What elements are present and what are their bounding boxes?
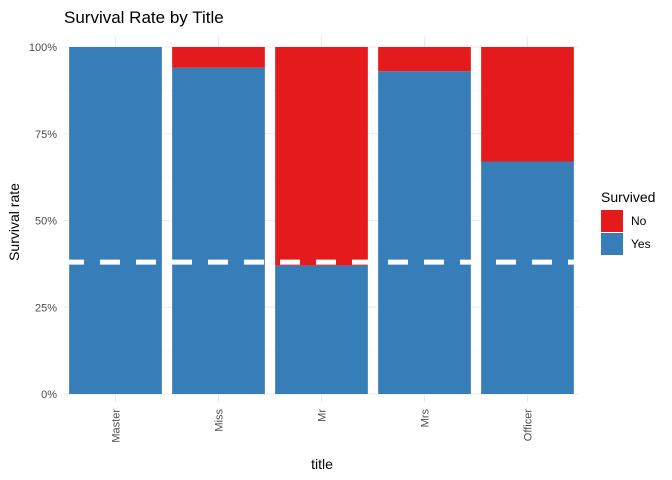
legend-label-no: No (631, 214, 647, 228)
chart-title: Survival Rate by Title (64, 8, 224, 27)
legend-label-yes: Yes (631, 237, 651, 251)
y-tick-label: 50% (35, 216, 57, 228)
bars (69, 47, 574, 394)
bar-mr-yes (275, 265, 368, 394)
y-tick-label: 100% (29, 42, 57, 54)
bar-master-yes (69, 47, 162, 394)
bar-miss-no (172, 47, 265, 68)
x-axis-label: title (311, 456, 333, 472)
x-tick-label: Officer (523, 409, 535, 442)
bar-mrs-yes (378, 71, 471, 394)
legend: Survived No Yes (601, 189, 655, 255)
x-tick-label: Mr (317, 409, 329, 422)
y-tick-label: 75% (35, 129, 57, 141)
legend-title: Survived (601, 189, 655, 205)
x-tick-label: Miss (214, 409, 226, 432)
x-axis-ticks: Master Miss Mr Mrs Officer (111, 409, 535, 443)
bar-officer-yes (481, 161, 574, 394)
bar-mrs-no (378, 47, 471, 72)
bar-miss-yes (172, 67, 265, 394)
y-axis-ticks: 0% 25% 50% 75% 100% (29, 42, 57, 401)
legend-key-yes (601, 233, 623, 255)
x-tick-label: Master (111, 409, 123, 443)
y-tick-label: 25% (35, 302, 57, 314)
bar-mr-no (275, 47, 368, 266)
y-tick-label: 0% (41, 389, 57, 401)
bar-officer-no (481, 47, 574, 162)
x-tick-label: Mrs (420, 409, 432, 428)
legend-key-no (601, 210, 623, 232)
y-axis-label: Survival rate (6, 183, 22, 261)
